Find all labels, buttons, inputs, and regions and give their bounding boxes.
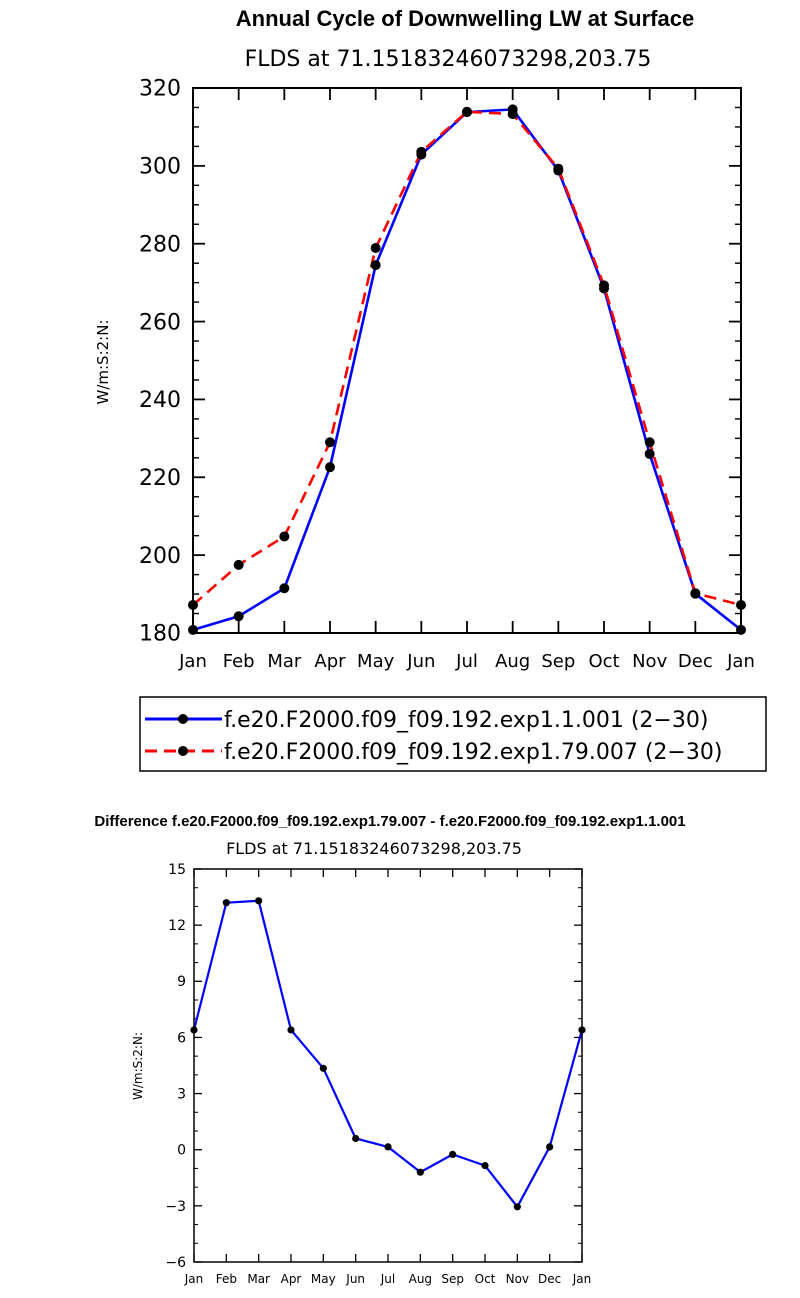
legend-series1-label: f.e20.F2000.f09_f09.192.exp1.1.001 (2−30… <box>224 708 708 733</box>
chart2-xtick-label: Jul <box>380 1272 395 1286</box>
chart1-ytick-label: 180 <box>139 622 181 647</box>
chart2-ytick-label: 15 <box>168 862 186 878</box>
chart2-xtick-label: Jun <box>345 1272 365 1286</box>
chart1-xtick-label: Oct <box>588 651 619 672</box>
chart2-xtick-label: Mar <box>247 1272 270 1286</box>
chart1-series-1-line <box>192 108 742 632</box>
chart1-series-1-point <box>325 462 335 473</box>
chart2-xtick-label: May <box>311 1272 336 1286</box>
legend-series1-marker <box>178 714 188 724</box>
chart1-series-1-point <box>279 583 290 594</box>
chart1-series-2-point <box>462 106 472 117</box>
chart2-series-1-point <box>513 1203 521 1211</box>
chart1-xtick-label: Jan <box>726 651 755 672</box>
chart2-series-1-line <box>192 899 584 1208</box>
chart1-series-2-point <box>507 109 518 120</box>
chart1-xtick-label: Nov <box>632 651 667 672</box>
chart2-series-1-point <box>222 899 230 907</box>
chart1-series-2-point <box>370 242 381 253</box>
chart1-series-1-point <box>233 611 244 622</box>
chart1-ytick-label: 220 <box>139 466 181 491</box>
chart1-ytick-label: 260 <box>139 310 181 335</box>
chart1-series-2-line <box>192 110 742 607</box>
chart1-ytick-label: 200 <box>139 544 181 569</box>
chart1-subtitle: FLDS at 71.15183246073298,203.75 <box>245 47 652 72</box>
chart2-ytick-label: 12 <box>168 918 186 934</box>
chart2-xtick-label: Jan <box>572 1272 592 1286</box>
chart2-plot-frame <box>193 868 583 1263</box>
chart1-plot-frame <box>192 87 742 634</box>
chart2-series-1-point <box>416 1168 424 1176</box>
chart2-series-1-point <box>384 1143 392 1151</box>
chart2-series-1-point <box>352 1134 360 1143</box>
legend-box <box>139 696 767 772</box>
chart1-xtick-label: Dec <box>678 651 713 672</box>
chart1-ytick-label: 280 <box>139 232 181 257</box>
chart2-ylabel: W/m:S:2:N: <box>131 1032 145 1100</box>
chart1-ytick-label: 300 <box>139 155 181 180</box>
chart1-xtick-label: Apr <box>314 651 346 672</box>
chart1-xtick-label: Sep <box>541 651 575 672</box>
chart2-ytick-label: 6 <box>177 1030 186 1046</box>
chart2-series-1-point <box>255 897 263 905</box>
chart2-xtick-label: Nov <box>506 1272 529 1286</box>
chart2-series-1-point <box>449 1150 457 1158</box>
chart2-xtick-label: Feb <box>216 1272 237 1286</box>
chart1-title: Annual Cycle of Downwelling LW at Surfac… <box>236 6 694 31</box>
chart2-xtick-label: Aug <box>409 1272 432 1286</box>
chart2-ytick-label: 9 <box>177 974 186 990</box>
chart1-xtick-label: Jun <box>406 651 435 672</box>
legend-series2-label: f.e20.F2000.f09_f09.192.exp1.79.007 (2−3… <box>224 740 722 765</box>
chart1-series-2-point <box>279 531 290 542</box>
chart2-xtick-label: Oct <box>475 1272 496 1286</box>
chart1-ylabel: W/m:S:2:N: <box>94 320 112 405</box>
chart1-series-2-point <box>325 437 335 448</box>
chart2-ytick-label: −3 <box>165 1199 186 1215</box>
chart2-series-1-point <box>546 1143 554 1151</box>
chart2-xtick-label: Apr <box>281 1272 302 1286</box>
chart2-ytick-label: −6 <box>165 1255 186 1271</box>
chart2-xtick-label: Dec <box>538 1272 561 1286</box>
legend-series2-marker <box>178 746 188 756</box>
chart1-ytick-label: 320 <box>139 77 181 102</box>
chart2-series-1-point <box>319 1064 327 1072</box>
chart1-series-2-point <box>416 146 427 157</box>
chart1-series-1-point <box>370 260 381 271</box>
chart2-ytick-label: 3 <box>177 1086 186 1102</box>
chart1-series-2-point <box>690 588 701 599</box>
chart1-series-2-point <box>644 437 655 448</box>
chart2-xtick-label: Sep <box>441 1272 464 1286</box>
chart1-xtick-label: Jul <box>455 651 478 672</box>
chart2-series-1-point <box>481 1162 489 1170</box>
chart1-xtick-label: Aug <box>495 651 530 672</box>
chart1-xtick-label: Mar <box>267 651 302 672</box>
chart1-series-2-point <box>553 163 564 174</box>
chart1-series-2-point <box>599 280 609 291</box>
chart1-series-2-point <box>233 559 244 570</box>
chart1-series-1-point <box>644 448 655 459</box>
chart2-ytick-label: 0 <box>177 1143 186 1159</box>
chart1-ytick-label: 240 <box>139 388 181 413</box>
chart1-xtick-label: May <box>357 651 395 672</box>
chart2-subtitle: FLDS at 71.15183246073298,203.75 <box>226 839 522 858</box>
chart2-title: Difference f.e20.F2000.f09_f09.192.exp1.… <box>94 813 685 830</box>
chart2-series-1-point <box>287 1026 295 1034</box>
chart1-xtick-label: Jan <box>178 651 207 672</box>
chart2-xtick-label: Jan <box>184 1272 204 1286</box>
chart1-xtick-label: Feb <box>223 651 255 672</box>
